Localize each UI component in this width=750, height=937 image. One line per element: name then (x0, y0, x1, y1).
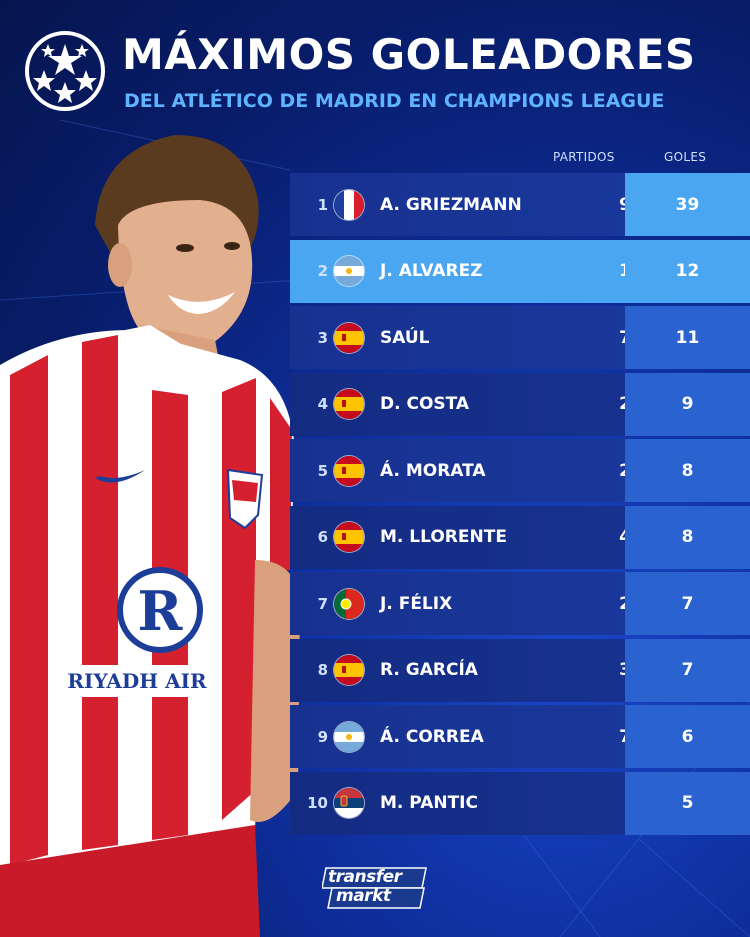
player-name: D. COSTA (380, 394, 470, 414)
serbia-flag-icon (334, 788, 364, 818)
portugal-flag-icon (334, 588, 364, 619)
argentina-flag-icon (334, 721, 364, 752)
page-title: MÁXIMOS GOLEADORES (122, 30, 696, 79)
player-name: M. PANTIC (380, 793, 478, 813)
table-row: 10 M. PANTIC 8 5 (290, 771, 750, 835)
column-header-partidos: PARTIDOS (553, 150, 615, 164)
goles-value: 7 (625, 572, 750, 635)
spain-flag-icon (334, 455, 364, 486)
rank: 3 (317, 328, 328, 347)
column-header-goles: GOLES (664, 150, 707, 164)
rank: 1 (317, 195, 328, 214)
table-row: 1 A. GRIEZMANN 91 39 (290, 173, 750, 236)
player-name: Á. MORATA (380, 460, 486, 481)
rank: 2 (317, 262, 328, 280)
player-name: M. LLORENTE (380, 527, 507, 547)
argentina-flag-icon (334, 256, 364, 286)
rank: 8 (317, 661, 328, 679)
spain-flag-icon (334, 322, 364, 353)
rank: 5 (317, 461, 328, 480)
brand-line2: markt (336, 886, 391, 906)
rank: 10 (307, 794, 328, 812)
goles-value: 11 (625, 306, 750, 369)
rank: 4 (317, 395, 328, 413)
player-photo: R RIYADH AIR (0, 135, 300, 937)
rank: 9 (317, 727, 328, 746)
page-subtitle: DEL ATLÉTICO DE MADRID EN CHAMPIONS LEAG… (124, 90, 665, 112)
rank: 7 (317, 594, 328, 613)
table-row: 6 M. LLORENTE 48 8 (290, 505, 750, 569)
goles-value: 8 (625, 505, 750, 569)
goles-value: 12 (625, 239, 750, 303)
spain-flag-icon (334, 655, 364, 685)
table-row: 5 Á. MORATA 25 8 (290, 439, 750, 502)
rank: 6 (317, 528, 328, 546)
table-row: 8 R. GARCÍA 31 7 (290, 638, 750, 702)
scorers-table: 1 A. GRIEZMANN 91 39 2 J. ALVAREZ 18 12 … (290, 173, 750, 838)
goles-value: 8 (625, 439, 750, 502)
sponsor-text: RIYADH AIR (67, 669, 207, 693)
player-name: Á. CORREA (380, 726, 484, 747)
player-name: SAÚL (380, 327, 430, 348)
table-row: 2 J. ALVAREZ 18 12 (290, 239, 750, 303)
table-row: 4 D. COSTA 20 9 (290, 372, 750, 436)
champions-league-starball-icon (25, 31, 105, 111)
spain-flag-icon (334, 522, 364, 552)
france-flag-icon (334, 189, 364, 220)
player-name: J. ALVAREZ (380, 261, 483, 281)
goles-value: 5 (625, 771, 750, 835)
player-name: J. FÉLIX (380, 593, 453, 614)
brand-line1: transfer (328, 867, 402, 887)
sponsor-badge-letter: R (138, 579, 184, 643)
goles-value: 9 (625, 372, 750, 436)
table-row: 3 SAÚL 74 11 (290, 306, 750, 369)
player-name: A. GRIEZMANN (380, 194, 522, 215)
spain-flag-icon (334, 389, 364, 419)
transfermarkt-logo: transfer markt (322, 866, 428, 910)
table-row: 9 Á. CORREA 78 6 (290, 705, 750, 768)
player-name: R. GARCÍA (380, 660, 478, 680)
goles-value: 39 (625, 173, 750, 236)
goles-value: 6 (625, 705, 750, 768)
goles-value: 7 (625, 638, 750, 702)
table-row: 7 J. FÉLIX 27 7 (290, 572, 750, 635)
